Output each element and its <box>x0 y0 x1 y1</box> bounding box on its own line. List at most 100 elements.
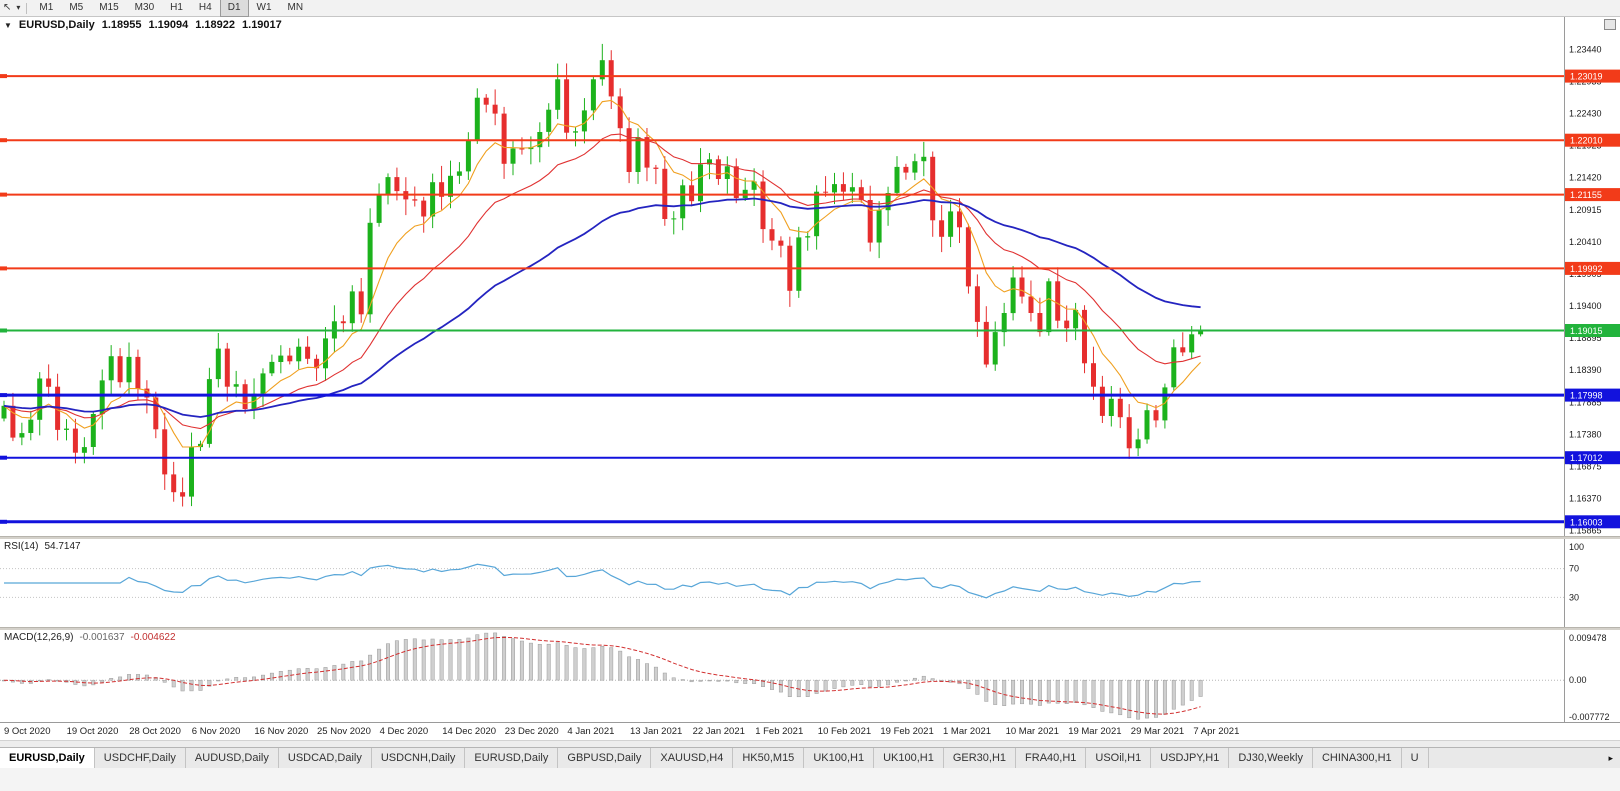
svg-text:100: 100 <box>1569 542 1584 552</box>
cursor-tool-icon[interactable]: ↖ <box>3 2 12 13</box>
date-axis-label: 10 Feb 2021 <box>817 726 872 737</box>
timeframe-button-d1[interactable]: D1 <box>219 0 249 17</box>
chart-tab-1[interactable]: USDCHF,Daily <box>95 748 186 768</box>
price-tag <box>1565 188 1620 202</box>
chart-tab-10[interactable]: UK100,H1 <box>874 748 944 768</box>
svg-text:1.17012: 1.17012 <box>1570 453 1603 463</box>
candlestick-series <box>1 43 1204 507</box>
chart-tab-9[interactable]: UK100,H1 <box>804 748 875 768</box>
macd-indicator-panel[interactable]: 0.009478 0.00 -0.007772 MACD(12,26,9) -0.0… <box>0 630 1620 722</box>
date-axis-label: 6 Nov 2020 <box>191 726 241 737</box>
line-anchor-marker <box>0 138 7 143</box>
chart-tab-4[interactable]: USDCNH,Daily <box>372 748 466 768</box>
chart-tab-8[interactable]: HK50,M15 <box>733 748 805 768</box>
chart-tab-2[interactable]: AUDUSD,Daily <box>186 748 279 768</box>
timeframe-button-mn[interactable]: MN <box>287 2 304 13</box>
svg-text:1.23019: 1.23019 <box>1570 72 1603 82</box>
rsi-indicator-panel[interactable]: 100 70 30 RSI(14) 54.7147 <box>0 539 1620 627</box>
date-axis-label: 29 Mar 2021 <box>1130 726 1185 737</box>
line-anchor-marker <box>0 455 7 460</box>
svg-text:1.23440: 1.23440 <box>1569 44 1602 54</box>
price-tag <box>1565 451 1620 465</box>
date-axis-label: 23 Dec 2020 <box>504 726 559 737</box>
date-axis-label: 22 Jan 2021 <box>692 726 745 737</box>
svg-text:1.17885: 1.17885 <box>1569 397 1602 407</box>
date-axis[interactable]: 9 Oct 2020 19 Oct 2020 28 Oct 2020 6 Nov 20… <box>0 722 1620 740</box>
chart-tab-12[interactable]: FRA40,H1 <box>1016 748 1087 768</box>
price-tag <box>1565 388 1620 402</box>
date-axis-label: 1 Feb 2021 <box>755 726 804 737</box>
date-axis-label: 16 Nov 2020 <box>254 726 309 737</box>
date-axis-label: 4 Dec 2020 <box>379 726 429 737</box>
date-axis-label: 19 Mar 2021 <box>1068 726 1122 737</box>
line-anchor-marker <box>0 519 7 524</box>
timeframe-button-w1[interactable]: W1 <box>256 2 272 13</box>
date-axis-label: 19 Feb 2021 <box>880 726 934 737</box>
macd-canvas[interactable]: 0.009478 0.00 -0.007772 <box>0 630 1620 722</box>
macd-signal-line <box>3 636 1201 715</box>
price-tag <box>1565 69 1620 83</box>
chart-tab-6[interactable]: GBPUSD,Daily <box>558 748 652 768</box>
chart-tab-0[interactable]: EURUSD,Daily <box>0 748 95 768</box>
timeframe-button-h4[interactable]: H4 <box>198 2 212 13</box>
line-anchor-marker <box>0 192 7 197</box>
rsi-canvas[interactable]: 100 70 30 <box>0 539 1620 627</box>
price-chart-canvas[interactable]: 1.234401.229351.224301.219251.214201.209… <box>0 17 1620 536</box>
line-anchor-marker <box>0 266 7 271</box>
timeframe-toolbar: ↖ ▾ M1 M5 M15 M30 H1 H4 D1 W1 MN <box>0 0 1620 17</box>
price-tag <box>1565 515 1620 529</box>
tab-scroll-right-icon[interactable]: ▸ <box>1608 752 1613 763</box>
panel-splitter[interactable] <box>0 627 1620 630</box>
svg-text:1.19992: 1.19992 <box>1570 264 1603 274</box>
panel-splitter[interactable] <box>0 536 1620 539</box>
date-axis-label: 25 Nov 2020 <box>317 726 371 737</box>
svg-text:70: 70 <box>1569 564 1579 574</box>
svg-text:1.19400: 1.19400 <box>1569 301 1602 311</box>
date-axis-label: 7 Apr 2021 <box>1193 726 1240 737</box>
line-anchor-marker <box>0 393 7 398</box>
chart-tab-15[interactable]: DJ30,Weekly <box>1229 748 1313 768</box>
svg-text:1.16370: 1.16370 <box>1569 494 1602 504</box>
timeframe-button-m1[interactable]: M1 <box>39 2 54 13</box>
chart-tab-7[interactable]: XAUUSD,H4 <box>651 748 734 768</box>
chart-tab-13[interactable]: USOil,H1 <box>1086 748 1152 768</box>
date-axis-label: 28 Oct 2020 <box>129 726 181 737</box>
svg-text:-0.007772: -0.007772 <box>1569 712 1610 722</box>
chart-tab-5[interactable]: EURUSD,Daily <box>465 748 559 768</box>
date-axis-label: 13 Jan 2021 <box>630 726 683 737</box>
timeframe-button-m15[interactable]: M15 <box>99 2 119 13</box>
cursor-tool-dropdown-icon[interactable]: ▾ <box>16 3 21 12</box>
price-tag <box>1565 324 1620 337</box>
line-anchor-marker <box>0 74 7 79</box>
date-axis-label: 14 Dec 2020 <box>442 726 497 737</box>
timeframe-button-m5[interactable]: M5 <box>69 2 84 13</box>
date-axis-label: 1 Mar 2021 <box>943 726 992 737</box>
timeframe-button-h1[interactable]: H1 <box>170 2 183 13</box>
axis-corner-button[interactable] <box>1604 19 1616 30</box>
chart-tab-16[interactable]: CHINA300,H1 <box>1313 748 1402 768</box>
svg-text:1.21155: 1.21155 <box>1570 190 1602 200</box>
date-axis-label: 9 Oct 2020 <box>4 726 51 737</box>
fast-ma-line <box>3 99 1201 448</box>
svg-text:1.21420: 1.21420 <box>1569 173 1602 183</box>
date-axis-label: 4 Jan 2021 <box>567 726 615 737</box>
timeframe-button-m30[interactable]: M30 <box>134 2 155 13</box>
svg-text:1.15865: 1.15865 <box>1569 526 1602 536</box>
chart-tab-3[interactable]: USDCAD,Daily <box>279 748 372 768</box>
chart-tab-17[interactable]: U <box>1402 748 1429 768</box>
svg-text:1.18895: 1.18895 <box>1569 333 1602 343</box>
svg-text:1.22010: 1.22010 <box>1570 136 1603 146</box>
horizontal-scrollbar[interactable] <box>0 740 1620 747</box>
chart-tab-11[interactable]: GER30,H1 <box>944 748 1017 768</box>
bottom-filler <box>0 768 1620 791</box>
svg-text:1.19015: 1.19015 <box>1570 326 1603 336</box>
svg-text:30: 30 <box>1569 592 1579 602</box>
chart-tab-bar: EURUSD,Daily USDCHF,Daily AUDUSD,Daily USDC… <box>0 747 1620 768</box>
timeframe-buttons: M1 M5 M15 M30 H1 H4 D1 W1 MN <box>31 0 311 17</box>
svg-text:1.17998: 1.17998 <box>1570 391 1603 401</box>
date-axis-label: 19 Oct 2020 <box>66 726 119 737</box>
rsi-line <box>4 563 1201 599</box>
chart-tab-14[interactable]: USDJPY,H1 <box>1151 748 1230 768</box>
macd-histogram <box>2 632 1203 720</box>
price-chart-panel[interactable]: 1.234401.229351.224301.219251.214201.209… <box>0 17 1620 536</box>
